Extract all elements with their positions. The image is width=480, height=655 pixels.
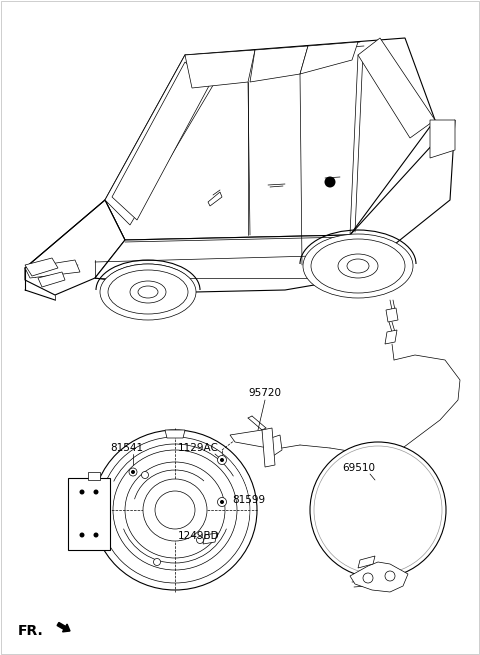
Polygon shape — [25, 200, 125, 295]
Polygon shape — [203, 533, 217, 544]
Ellipse shape — [100, 264, 196, 320]
Polygon shape — [386, 308, 398, 322]
Polygon shape — [88, 472, 100, 480]
Text: 81599: 81599 — [232, 495, 265, 505]
Text: 1129AC: 1129AC — [178, 443, 219, 453]
Polygon shape — [262, 428, 275, 467]
Ellipse shape — [338, 254, 378, 278]
Ellipse shape — [347, 259, 369, 273]
Polygon shape — [105, 38, 435, 240]
Polygon shape — [112, 62, 210, 220]
Ellipse shape — [130, 281, 166, 303]
Circle shape — [94, 489, 98, 495]
Text: 81541: 81541 — [110, 443, 143, 453]
Polygon shape — [25, 258, 58, 276]
Ellipse shape — [113, 450, 237, 570]
Ellipse shape — [125, 462, 225, 558]
Polygon shape — [385, 330, 397, 344]
Polygon shape — [185, 50, 255, 88]
Polygon shape — [68, 478, 110, 550]
Circle shape — [196, 536, 204, 544]
Circle shape — [131, 470, 135, 474]
Circle shape — [154, 559, 160, 565]
Ellipse shape — [303, 234, 413, 298]
Polygon shape — [430, 120, 455, 158]
Text: 1249BD: 1249BD — [178, 531, 220, 541]
Text: 69510: 69510 — [342, 463, 375, 473]
Polygon shape — [350, 562, 408, 592]
Polygon shape — [250, 46, 308, 82]
Circle shape — [94, 533, 98, 538]
Circle shape — [220, 458, 224, 462]
Text: 95720: 95720 — [248, 388, 281, 398]
Ellipse shape — [143, 479, 207, 541]
Circle shape — [80, 533, 84, 538]
Circle shape — [310, 442, 446, 578]
Circle shape — [363, 573, 373, 583]
Ellipse shape — [138, 286, 158, 298]
Text: FR.: FR. — [18, 624, 44, 638]
Polygon shape — [165, 430, 185, 438]
Circle shape — [80, 489, 84, 495]
Polygon shape — [38, 272, 65, 287]
Polygon shape — [105, 55, 215, 225]
FancyArrow shape — [57, 622, 70, 632]
Circle shape — [217, 455, 227, 464]
Circle shape — [217, 498, 227, 506]
Circle shape — [129, 468, 137, 476]
Polygon shape — [230, 430, 282, 458]
Polygon shape — [300, 42, 358, 74]
Polygon shape — [208, 192, 222, 206]
Circle shape — [385, 571, 395, 581]
Polygon shape — [358, 38, 435, 138]
Polygon shape — [358, 556, 375, 568]
Circle shape — [324, 176, 336, 187]
Polygon shape — [25, 260, 80, 278]
Circle shape — [220, 500, 224, 504]
Ellipse shape — [93, 430, 257, 590]
Circle shape — [142, 472, 148, 479]
Polygon shape — [95, 120, 455, 292]
